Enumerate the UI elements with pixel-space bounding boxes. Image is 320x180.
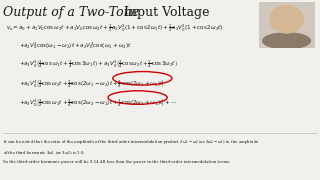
Text: $v_o = a_0 + a_1 V_0 \cos\omega_1 t + a_1 V_0 \cos\omega_2 t + \frac{1}{2}a_2 V_: $v_o = a_0 + a_1 V_0 \cos\omega_1 t + a_… (6, 22, 224, 34)
Text: $+ a_3 V_0^3 \left(\frac{3}{4}\cos\omega_1 t + \frac{1}{4}\cos 3\omega_1 t\right: $+ a_3 V_0^3 \left(\frac{3}{4}\cos\omega… (19, 58, 178, 70)
Ellipse shape (263, 33, 310, 49)
Text: Input Voltage: Input Voltage (120, 6, 210, 19)
Text: Output of a Two-Tone: Output of a Two-Tone (3, 6, 139, 19)
Text: $+ a_3 V_0^3 \left[\frac{3}{2}\cos\omega_2 t + \frac{3}{4}\cos(2\omega_1 - \omeg: $+ a_3 V_0^3 \left[\frac{3}{2}\cos\omega… (19, 78, 165, 90)
Text: $+ a_2 V_0^2 \cos(\omega_1 - \omega_2)t + a_2 V_0^2 \cos(\omega_1 + \omega_2)t$: $+ a_2 V_0^2 \cos(\omega_1 - \omega_2)t … (19, 40, 132, 51)
Text: of the third harmonic $3\omega_1$ (or $3\omega_2$) is 3.0.: of the third harmonic $3\omega_1$ (or $3… (3, 149, 86, 157)
Text: So the third-order harmonic power will be 9.54 dB less than the power in the thi: So the third-order harmonic power will b… (3, 160, 231, 164)
Circle shape (270, 5, 303, 33)
Text: It can be noted that the ratio of the amplitude of the third-order intermodulati: It can be noted that the ratio of the am… (3, 138, 260, 146)
Text: $+ a_3 V_0^3 \left[\frac{3}{2}\cos\omega_1 t + \frac{3}{4}\cos(2\omega_2 - \omeg: $+ a_3 V_0^3 \left[\frac{3}{2}\cos\omega… (19, 97, 177, 109)
